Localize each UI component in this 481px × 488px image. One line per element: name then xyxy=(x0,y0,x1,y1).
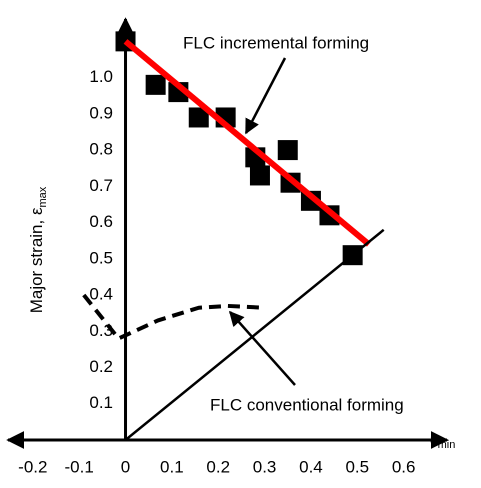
y-tick-label: 0.9 xyxy=(89,103,113,122)
x-tick-label: 0 xyxy=(121,457,130,476)
y-tick-label: 0.8 xyxy=(89,140,113,159)
y-tick-label: 0.5 xyxy=(89,248,113,267)
y-tick-label: 0.6 xyxy=(89,212,113,231)
y-tick-label: 0.1 xyxy=(89,393,113,412)
y-tick-label: 0.4 xyxy=(89,285,113,304)
x-tick-label: 0.4 xyxy=(299,457,323,476)
y-tick-label: 0.7 xyxy=(89,176,113,195)
annotation: FLC conventional forming xyxy=(210,395,404,414)
line xyxy=(82,293,265,341)
y-tick-label: 0.2 xyxy=(89,357,113,376)
point xyxy=(300,190,321,211)
x-tick-label: 0.3 xyxy=(253,457,277,476)
line xyxy=(124,228,385,441)
y-axis-label-main: Major strain, ε xyxy=(27,207,46,313)
point xyxy=(249,165,270,186)
x-axis-label: εmin xyxy=(430,429,455,450)
x-tick-label: -0.2 xyxy=(18,457,47,476)
x-tick-label: 0.5 xyxy=(345,457,369,476)
y-tick-label: 1.0 xyxy=(89,67,113,86)
x-axis-label-sub: min xyxy=(438,439,456,451)
x-tick-label: -0.1 xyxy=(65,457,94,476)
point xyxy=(188,107,209,128)
annotation: FLC incremental forming xyxy=(183,33,369,52)
y-axis-label: Major strain, εmax xyxy=(27,186,48,313)
x-tick-label: 0.1 xyxy=(160,457,184,476)
x-tick-label: 0.6 xyxy=(392,457,416,476)
line xyxy=(123,39,371,247)
x-axis-label-main: ε xyxy=(430,429,438,448)
x-tick-label: 0.2 xyxy=(206,457,230,476)
point xyxy=(145,74,166,95)
annotation-arrow xyxy=(244,57,287,135)
y-axis-label-sub: max xyxy=(37,186,49,207)
point xyxy=(277,140,298,161)
annotation-arrow xyxy=(229,310,296,386)
